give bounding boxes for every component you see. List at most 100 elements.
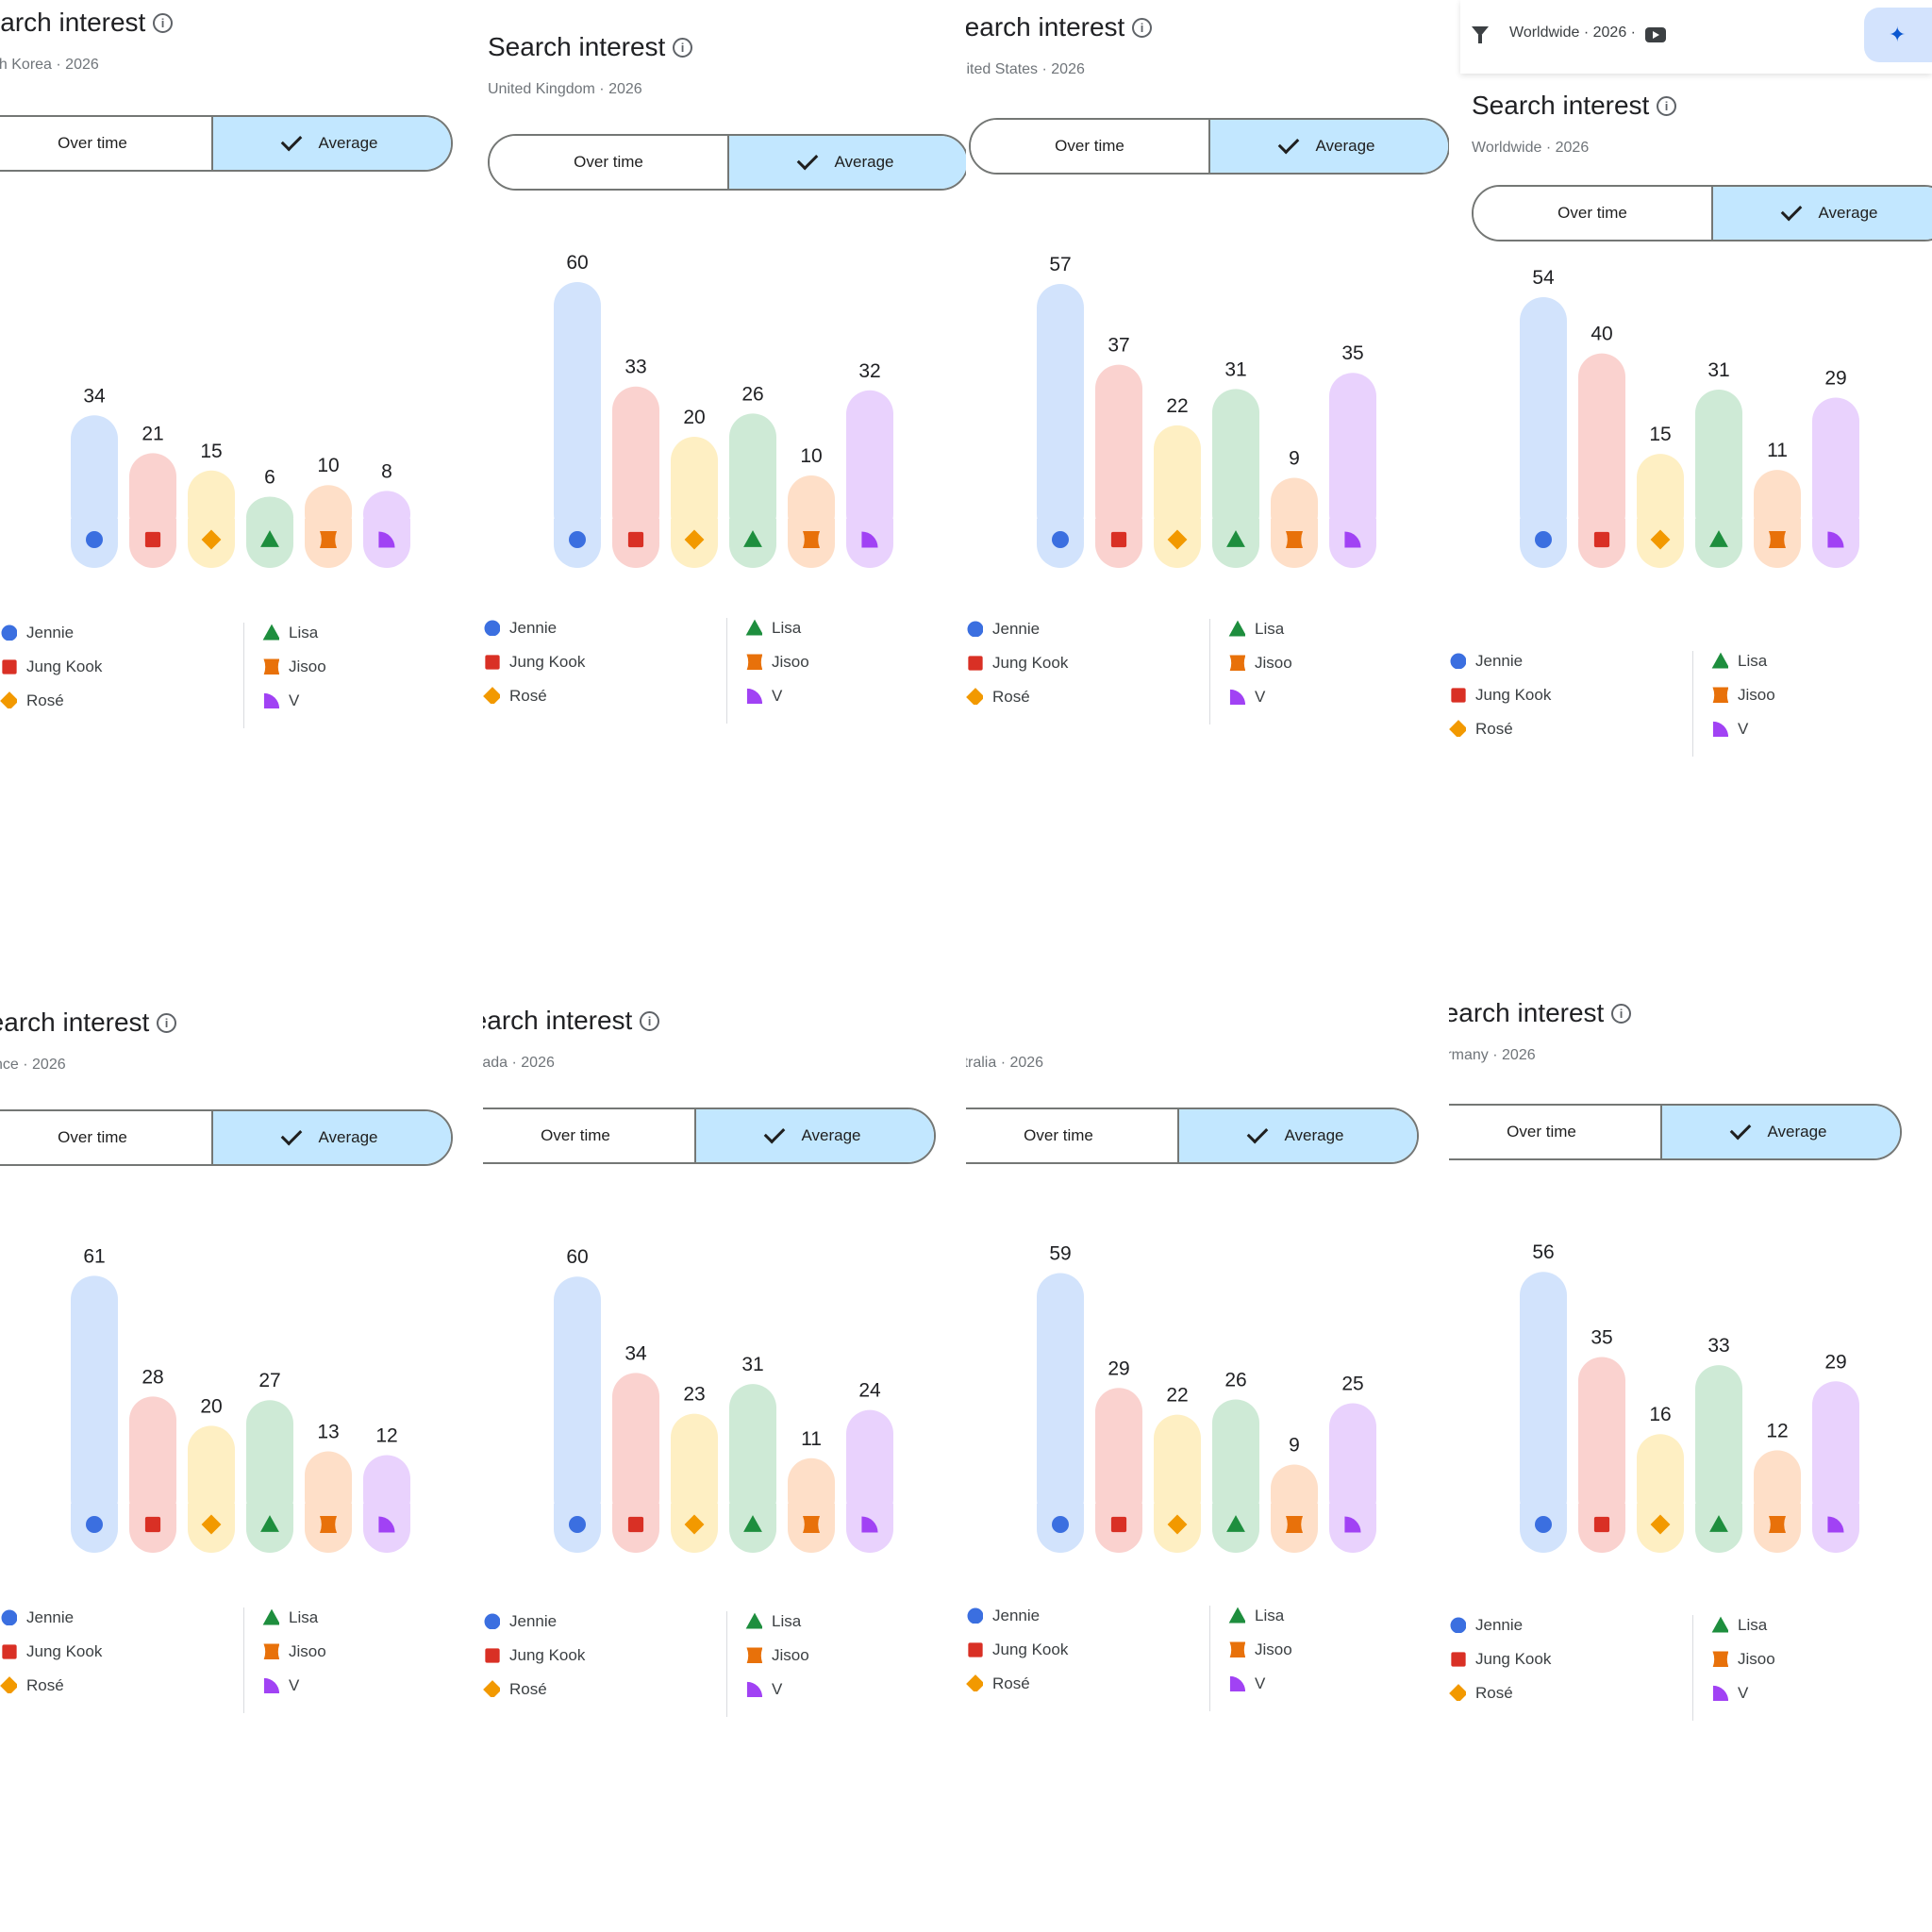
legend-item-rosé[interactable]: Rosé	[1449, 719, 1513, 740]
legend-item-jung-kook[interactable]: Jung Kook	[485, 1645, 585, 1666]
legend-item-jennie[interactable]: Jennie	[967, 1606, 1040, 1626]
legend-item-jisoo[interactable]: Jisoo	[1229, 1640, 1292, 1660]
youtube-icon[interactable]	[1645, 27, 1666, 42]
legend-item-jung-kook[interactable]: Jung Kook	[2, 657, 102, 677]
bar-lisa[interactable]: 31	[729, 1354, 776, 1553]
bar-v[interactable]: 29	[1812, 367, 1859, 568]
bar-v[interactable]: 12	[363, 1424, 410, 1553]
info-icon[interactable]: i	[1657, 96, 1676, 116]
legend-item-jung-kook[interactable]: Jung Kook	[1451, 685, 1551, 706]
legend-item-jung-kook[interactable]: Jung Kook	[485, 652, 585, 673]
legend-item-v[interactable]: V	[746, 686, 782, 707]
legend-item-jennie[interactable]: Jennie	[484, 1611, 557, 1632]
legend-item-v[interactable]: V	[263, 1675, 299, 1696]
legend-item-rosé[interactable]: Rosé	[1449, 1683, 1513, 1704]
bar-jisoo[interactable]: 11	[788, 1428, 835, 1553]
legend-item-jisoo[interactable]: Jisoo	[1712, 1649, 1775, 1670]
over-time-button[interactable]: Over time	[966, 1109, 1179, 1162]
legend-item-jisoo[interactable]: Jisoo	[1229, 653, 1292, 674]
bar-v[interactable]: 32	[846, 360, 893, 568]
legend-item-v[interactable]: V	[746, 1679, 782, 1700]
legend-item-v[interactable]: V	[1712, 1683, 1748, 1704]
bar-jung-kook[interactable]: 37	[1095, 335, 1142, 568]
bar-v[interactable]: 25	[1329, 1374, 1376, 1554]
legend-item-jisoo[interactable]: Jisoo	[263, 1641, 326, 1662]
bar-rosé[interactable]: 16	[1637, 1404, 1684, 1553]
bar-jennie[interactable]: 60	[554, 1246, 601, 1553]
over-time-button[interactable]: Over time	[1449, 1106, 1662, 1158]
legend-item-jennie[interactable]: Jennie	[1, 623, 74, 643]
bar-jennie[interactable]: 57	[1037, 254, 1084, 568]
legend-item-jung-kook[interactable]: Jung Kook	[1451, 1649, 1551, 1670]
bar-jung-kook[interactable]: 21	[129, 423, 176, 568]
bar-jung-kook[interactable]: 34	[612, 1342, 659, 1553]
average-button[interactable]: Average	[1179, 1109, 1417, 1162]
legend-item-jung-kook[interactable]: Jung Kook	[2, 1641, 102, 1662]
legend-item-jung-kook[interactable]: Jung Kook	[968, 653, 1068, 674]
legend-item-jisoo[interactable]: Jisoo	[263, 657, 326, 677]
legend-item-jisoo[interactable]: Jisoo	[1712, 685, 1775, 706]
legend-item-rosé[interactable]: Rosé	[0, 691, 64, 711]
average-button[interactable]: Average	[213, 1111, 451, 1164]
average-button[interactable]: Average	[213, 117, 451, 170]
legend-item-v[interactable]: V	[1712, 719, 1748, 740]
legend-item-v[interactable]: V	[1229, 687, 1265, 708]
bar-jisoo[interactable]: 9	[1271, 1434, 1318, 1553]
bar-jisoo[interactable]: 10	[305, 455, 352, 568]
bar-lisa[interactable]: 6	[246, 467, 293, 568]
bar-jung-kook[interactable]: 28	[129, 1366, 176, 1553]
info-icon[interactable]: i	[640, 1011, 659, 1031]
average-button[interactable]: Average	[1662, 1106, 1900, 1158]
legend-item-jennie[interactable]: Jennie	[1, 1607, 74, 1628]
bar-lisa[interactable]: 27	[246, 1370, 293, 1553]
legend-item-rosé[interactable]: Rosé	[0, 1675, 64, 1696]
bar-jennie[interactable]: 61	[71, 1245, 118, 1553]
legend-item-jennie[interactable]: Jennie	[484, 618, 557, 639]
legend-item-jennie[interactable]: Jennie	[1450, 1615, 1523, 1636]
bar-lisa[interactable]: 33	[1695, 1335, 1742, 1553]
legend-item-jennie[interactable]: Jennie	[967, 619, 1040, 640]
bar-jung-kook[interactable]: 35	[1578, 1327, 1625, 1554]
bar-lisa[interactable]: 26	[1212, 1369, 1259, 1553]
bar-rosé[interactable]: 22	[1154, 1385, 1201, 1553]
average-button[interactable]: Average	[1210, 120, 1448, 173]
bar-v[interactable]: 24	[846, 1380, 893, 1553]
bar-jisoo[interactable]: 11	[1754, 440, 1801, 568]
bar-jennie[interactable]: 59	[1037, 1242, 1084, 1553]
bar-jisoo[interactable]: 12	[1754, 1420, 1801, 1553]
bar-v[interactable]: 29	[1812, 1351, 1859, 1553]
bar-jennie[interactable]: 60	[554, 252, 601, 568]
legend-item-lisa[interactable]: Lisa	[262, 1607, 318, 1628]
info-icon[interactable]: i	[1132, 18, 1152, 38]
insight-button[interactable]: ✦	[1864, 8, 1932, 62]
average-button[interactable]: Average	[729, 136, 966, 189]
legend-item-rosé[interactable]: Rosé	[966, 687, 1030, 708]
filter-text[interactable]: Worldwide · 2026 ·	[1509, 25, 1636, 41]
bar-v[interactable]: 8	[363, 460, 410, 568]
legend-item-lisa[interactable]: Lisa	[1711, 1615, 1767, 1636]
legend-item-lisa[interactable]: Lisa	[745, 1611, 801, 1632]
over-time-button[interactable]: Over time	[490, 136, 729, 189]
bar-rosé[interactable]: 23	[671, 1384, 718, 1553]
bar-lisa[interactable]: 26	[729, 383, 776, 568]
average-button[interactable]: Average	[696, 1109, 934, 1162]
legend-item-jung-kook[interactable]: Jung Kook	[968, 1640, 1068, 1660]
filter-icon[interactable]	[1472, 26, 1489, 37]
bar-jung-kook[interactable]: 40	[1578, 324, 1625, 568]
legend-item-rosé[interactable]: Rosé	[483, 686, 547, 707]
bar-jennie[interactable]: 56	[1520, 1241, 1567, 1553]
bar-jung-kook[interactable]: 29	[1095, 1357, 1142, 1553]
bar-jung-kook[interactable]: 33	[612, 357, 659, 568]
bar-rosé[interactable]: 15	[1637, 424, 1684, 568]
bar-jisoo[interactable]: 13	[305, 1422, 352, 1553]
average-button[interactable]: Average	[1713, 187, 1932, 240]
bar-lisa[interactable]: 31	[1695, 359, 1742, 568]
over-time-button[interactable]: Over time	[1474, 187, 1713, 240]
bar-jennie[interactable]: 54	[1520, 267, 1567, 568]
legend-item-lisa[interactable]: Lisa	[1228, 619, 1284, 640]
legend-item-lisa[interactable]: Lisa	[262, 623, 318, 643]
bar-jisoo[interactable]: 9	[1271, 447, 1318, 568]
bar-jisoo[interactable]: 10	[788, 445, 835, 568]
bar-rosé[interactable]: 15	[188, 441, 235, 568]
info-icon[interactable]: i	[673, 38, 692, 58]
